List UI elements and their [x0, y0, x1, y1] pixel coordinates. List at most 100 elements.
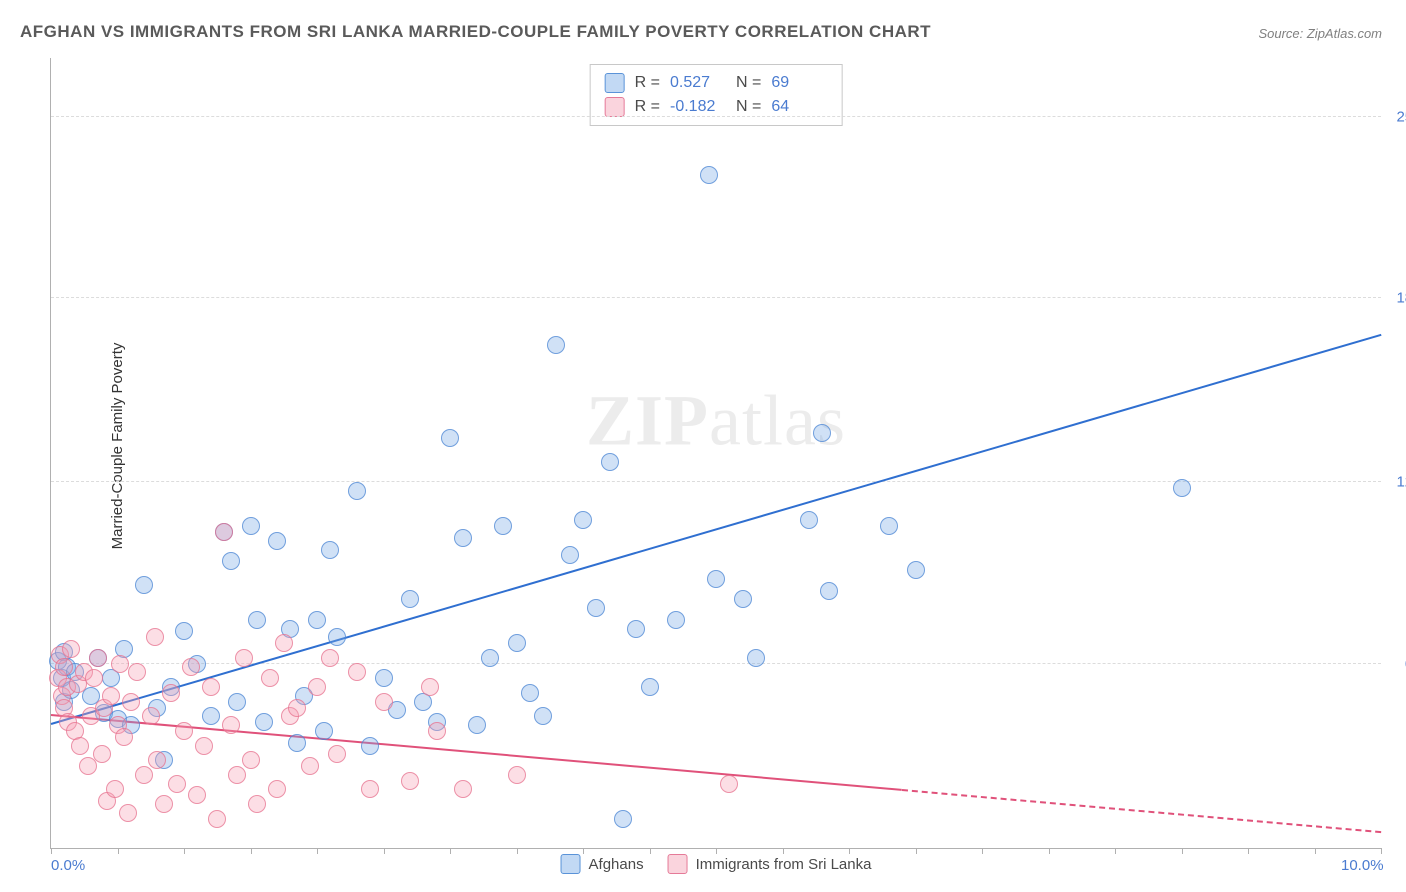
- data-point: [315, 722, 333, 740]
- data-point: [574, 511, 592, 529]
- data-point: [85, 669, 103, 687]
- data-point: [106, 780, 124, 798]
- data-point: [228, 693, 246, 711]
- data-point: [168, 775, 186, 793]
- x-tick: [1182, 848, 1183, 854]
- data-point: [128, 663, 146, 681]
- data-point: [521, 684, 539, 702]
- x-tick: [384, 848, 385, 854]
- data-point: [208, 810, 226, 828]
- gridline: [51, 116, 1381, 117]
- data-point: [494, 517, 512, 535]
- data-point: [122, 693, 140, 711]
- data-point: [222, 552, 240, 570]
- data-point: [321, 649, 339, 667]
- swatch-icon: [605, 73, 625, 93]
- data-point: [202, 678, 220, 696]
- legend-stats: R = 0.527 N = 69 R = -0.182 N = 64: [590, 64, 843, 126]
- data-point: [288, 699, 306, 717]
- x-tick: [1315, 848, 1316, 854]
- x-tick: [583, 848, 584, 854]
- watermark: ZIPatlas: [586, 380, 846, 463]
- x-tick: [716, 848, 717, 854]
- data-point: [135, 576, 153, 594]
- data-point: [401, 590, 419, 608]
- y-tick-label: 25.0%: [1387, 108, 1406, 125]
- data-point: [248, 611, 266, 629]
- data-point: [321, 541, 339, 559]
- x-tick: [184, 848, 185, 854]
- data-point: [481, 649, 499, 667]
- data-point: [148, 751, 166, 769]
- data-point: [747, 649, 765, 667]
- data-point: [228, 766, 246, 784]
- data-point: [813, 424, 831, 442]
- data-point: [162, 684, 180, 702]
- swatch-icon: [668, 854, 688, 874]
- legend-label: Immigrants from Sri Lanka: [696, 856, 872, 873]
- data-point: [587, 599, 605, 617]
- x-tick: [51, 848, 52, 854]
- swatch-icon: [561, 854, 581, 874]
- data-point: [202, 707, 220, 725]
- data-point: [421, 678, 439, 696]
- stat-value: 69: [771, 71, 827, 95]
- gridline: [51, 297, 1381, 298]
- x-tick: [650, 848, 651, 854]
- data-point: [454, 529, 472, 547]
- data-point: [907, 561, 925, 579]
- source-label: Source: ZipAtlas.com: [1258, 26, 1382, 41]
- plot-area: ZIPatlas R = 0.527 N = 69 R = -0.182 N =…: [50, 58, 1381, 849]
- legend-series: Afghans Immigrants from Sri Lanka: [561, 854, 872, 874]
- data-point: [348, 663, 366, 681]
- y-tick-label: 18.8%: [1387, 289, 1406, 306]
- data-point: [288, 734, 306, 752]
- data-point: [115, 728, 133, 746]
- data-point: [534, 707, 552, 725]
- legend-stats-row: R = 0.527 N = 69: [605, 71, 828, 95]
- data-point: [328, 745, 346, 763]
- data-point: [800, 511, 818, 529]
- x-tick: [916, 848, 917, 854]
- x-tick-label: 0.0%: [51, 857, 85, 874]
- data-point: [182, 658, 200, 676]
- x-tick: [1115, 848, 1116, 854]
- data-point: [880, 517, 898, 535]
- data-point: [268, 532, 286, 550]
- data-point: [146, 628, 164, 646]
- data-point: [242, 517, 260, 535]
- data-point: [71, 737, 89, 755]
- data-point: [428, 722, 446, 740]
- data-point: [62, 640, 80, 658]
- data-point: [242, 751, 260, 769]
- data-point: [55, 658, 73, 676]
- data-point: [248, 795, 266, 813]
- data-point: [561, 546, 579, 564]
- x-tick-label: 10.0%: [1341, 857, 1384, 874]
- data-point: [188, 786, 206, 804]
- data-point: [111, 655, 129, 673]
- data-point: [155, 795, 173, 813]
- legend-label: Afghans: [589, 856, 644, 873]
- data-point: [375, 669, 393, 687]
- data-point: [375, 693, 393, 711]
- data-point: [175, 722, 193, 740]
- x-tick: [517, 848, 518, 854]
- data-point: [175, 622, 193, 640]
- data-point: [508, 634, 526, 652]
- data-point: [222, 716, 240, 734]
- data-point: [1173, 479, 1191, 497]
- data-point: [401, 772, 419, 790]
- regression-line: [902, 789, 1381, 833]
- data-point: [142, 707, 160, 725]
- data-point: [707, 570, 725, 588]
- swatch-icon: [605, 97, 625, 117]
- data-point: [667, 611, 685, 629]
- data-point: [361, 737, 379, 755]
- data-point: [308, 611, 326, 629]
- data-point: [468, 716, 486, 734]
- data-point: [627, 620, 645, 638]
- data-point: [720, 775, 738, 793]
- data-point: [454, 780, 472, 798]
- data-point: [301, 757, 319, 775]
